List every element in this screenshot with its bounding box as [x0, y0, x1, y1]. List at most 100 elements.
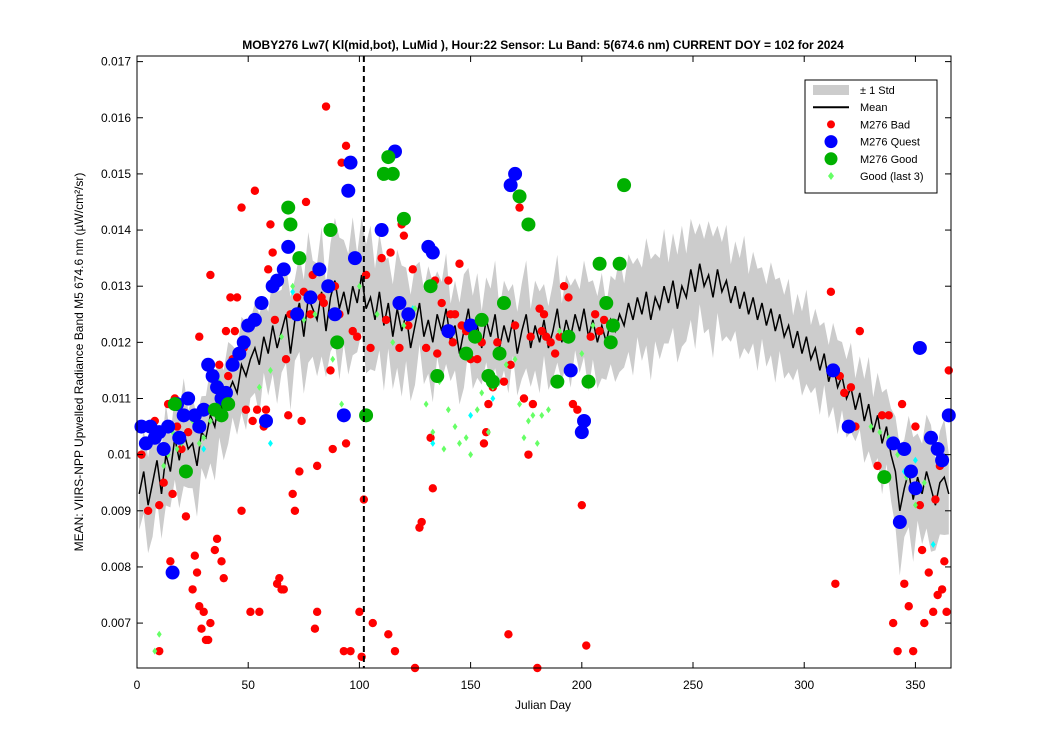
- bad-point: [873, 461, 882, 471]
- bad-point: [199, 607, 208, 617]
- legend-std-swatch: [813, 85, 849, 95]
- good-last3-point: [463, 434, 469, 442]
- bad-point: [877, 411, 887, 420]
- cyan-point: [468, 411, 474, 419]
- bad-point: [559, 282, 569, 291]
- good-point: [561, 329, 576, 344]
- points-group: [134, 102, 956, 673]
- legend-label: M276 Bad: [860, 119, 910, 131]
- bad-point: [917, 545, 927, 555]
- good-point: [521, 217, 536, 232]
- bad-point: [437, 298, 446, 308]
- good-point: [283, 217, 298, 232]
- bad-point: [395, 343, 404, 353]
- quest-point: [321, 279, 336, 294]
- chart-title: MOBY276 Lw7( Kl(mid,bot), LuMid ), Hour:…: [242, 38, 844, 52]
- bad-point: [846, 383, 856, 392]
- quest-point: [290, 307, 305, 322]
- axis-ticks-group: 0 50 100 150 200 250 300 350 0.007 0.008 0.009 0.01…: [101, 55, 951, 692]
- bad-point: [328, 444, 337, 454]
- bad-point: [484, 399, 493, 409]
- bad-point: [177, 444, 186, 454]
- good-point: [512, 189, 527, 204]
- quest-point: [205, 369, 220, 384]
- quest-point: [312, 262, 327, 277]
- bad-point: [195, 332, 204, 341]
- bad-point: [915, 500, 925, 510]
- good-point: [323, 223, 338, 238]
- bad-point: [933, 590, 942, 600]
- x-tick-label: 100: [349, 678, 369, 692]
- bad-point: [377, 253, 386, 263]
- quest-point: [903, 464, 918, 479]
- good-last3-point: [256, 383, 262, 391]
- quest-point: [172, 430, 187, 445]
- bad-point: [840, 388, 849, 398]
- good-last3-point: [512, 355, 518, 363]
- bad-point: [275, 573, 284, 583]
- legend-label: Good (last 3): [860, 171, 924, 183]
- quest-point: [923, 430, 938, 445]
- quest-point: [841, 419, 856, 434]
- bad-point: [564, 293, 573, 302]
- quest-point: [156, 442, 171, 457]
- bad-point: [426, 433, 435, 442]
- bad-point: [306, 310, 315, 319]
- good-point: [330, 335, 345, 350]
- bad-point: [904, 602, 913, 611]
- good-last3-point: [196, 439, 202, 447]
- bad-point: [301, 197, 311, 207]
- bad-point: [535, 304, 544, 313]
- bad-point: [312, 461, 322, 471]
- quest-point: [912, 340, 927, 355]
- bad-point: [143, 506, 153, 515]
- quest-point: [347, 251, 362, 266]
- good-last3-point: [534, 439, 540, 447]
- legend-label: M276 Good: [860, 154, 917, 166]
- bad-point: [279, 585, 288, 594]
- quest-point: [276, 262, 291, 277]
- quest-point: [236, 335, 251, 350]
- bad-point: [355, 607, 364, 617]
- bad-point: [599, 315, 609, 325]
- bad-point: [539, 310, 549, 319]
- bad-point: [908, 646, 918, 656]
- bad-point: [595, 326, 604, 336]
- good-point: [605, 318, 620, 333]
- cyan-point: [930, 540, 936, 548]
- bad-point: [897, 399, 907, 409]
- bad-point: [237, 203, 246, 212]
- quest-point: [343, 155, 358, 170]
- bad-point: [292, 293, 302, 302]
- bad-point: [524, 450, 533, 459]
- x-tick-label: 0: [134, 678, 141, 692]
- good-last3-point: [423, 400, 429, 408]
- x-tick-label: 200: [572, 678, 592, 692]
- bad-point: [232, 293, 242, 302]
- good-point: [359, 408, 374, 423]
- legend-label: Mean: [860, 102, 888, 114]
- legend-label: ± 1 Std: [860, 85, 895, 97]
- quest-point: [270, 273, 285, 288]
- mean-line-group: [138, 263, 950, 511]
- bad-point: [348, 326, 357, 336]
- quest-point: [503, 178, 518, 193]
- bad-point: [268, 248, 277, 257]
- bad-point: [366, 343, 375, 353]
- good-last3-point: [374, 310, 380, 318]
- good-last3-point: [579, 350, 585, 358]
- good-last3-point: [517, 400, 522, 408]
- good-last3-point: [156, 630, 162, 638]
- bad-point: [203, 635, 213, 645]
- bad-point: [555, 332, 564, 341]
- bad-point: [319, 298, 329, 308]
- good-point: [603, 335, 618, 350]
- quest-point: [935, 453, 950, 468]
- quest-point: [303, 290, 318, 305]
- bad-point: [893, 646, 902, 656]
- bad-point: [166, 557, 175, 566]
- bad-point: [341, 141, 351, 151]
- y-tick-label: 0.009: [101, 504, 131, 518]
- y-tick-label: 0.011: [102, 391, 131, 405]
- bad-point: [433, 349, 442, 358]
